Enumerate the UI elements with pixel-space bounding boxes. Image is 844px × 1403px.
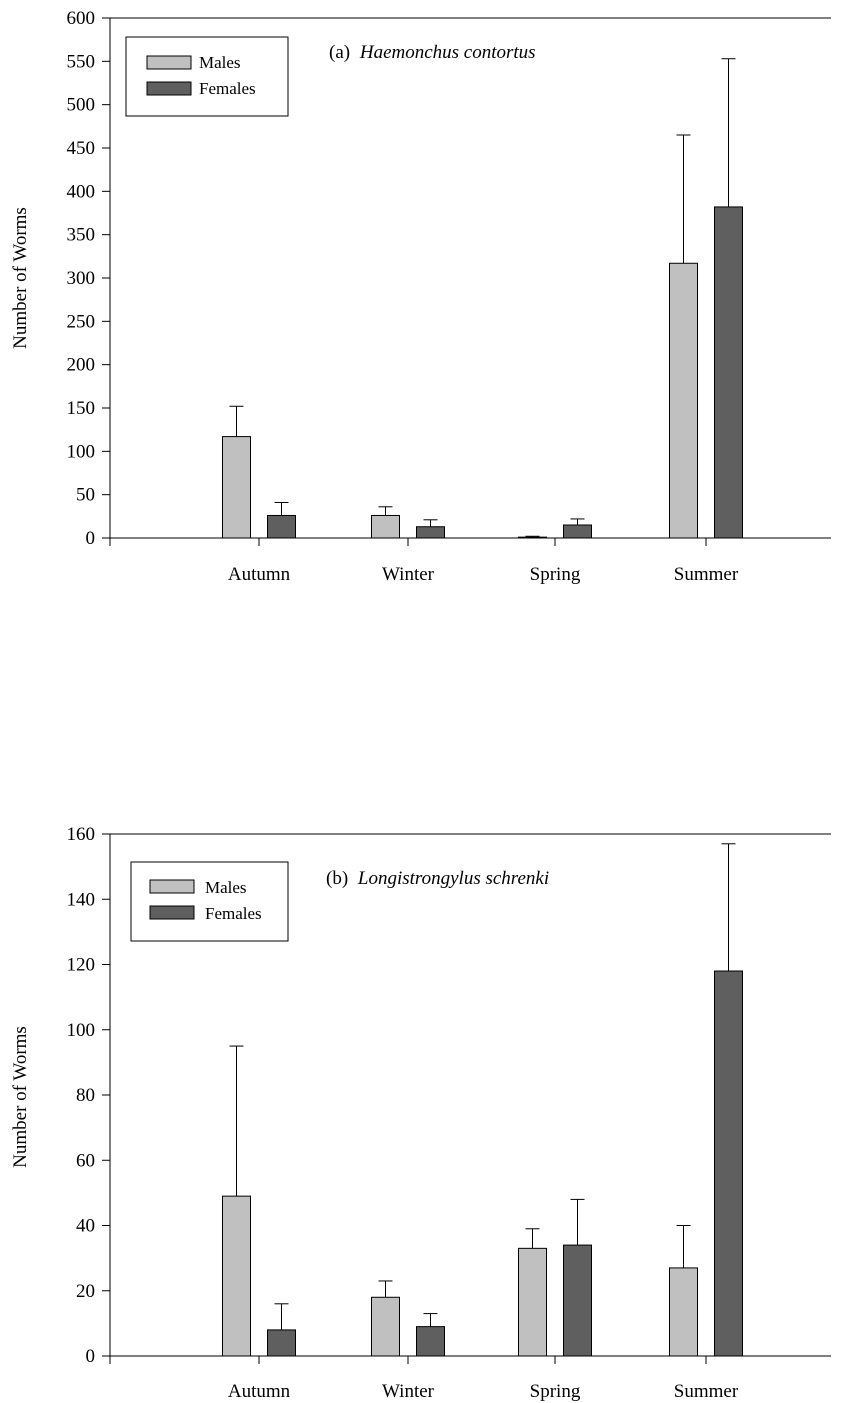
y-tick-label: 600 <box>67 8 96 29</box>
y-tick-label: 40 <box>76 1216 95 1237</box>
x-tick-label: Spring <box>530 564 581 585</box>
axes-group: Autumn Winter Spring Summer 0 20 40 60 80 100 120 1… <box>67 824 831 1402</box>
legend-label-females: Females <box>205 904 262 923</box>
bar-females-winter <box>416 1326 445 1357</box>
y-tick-label: 100 <box>67 1020 96 1041</box>
y-tick-label: 120 <box>67 955 96 976</box>
chart-title: (a) Haemonchus contortus <box>329 42 536 63</box>
x-tick-label: Winter <box>382 1381 435 1402</box>
legend-label-males: Males <box>205 878 247 897</box>
bar-males-winter <box>371 514 400 539</box>
chart-title-species: Longistrongylus schrenki <box>357 868 549 889</box>
legend-box <box>125 36 289 117</box>
y-tick-label: 20 <box>76 1281 95 1302</box>
bar-females-summer <box>714 206 743 539</box>
y-tick-label: 550 <box>67 51 96 72</box>
bar-males-winter <box>371 1296 400 1357</box>
chart-panel-a: Autumn Winter Spring Summer 0 50 100 150 200 250 3… <box>10 8 831 585</box>
y-axis-title: Number of Worms <box>10 207 31 349</box>
y-tick-label: 80 <box>76 1085 95 1106</box>
y-tick-label: 350 <box>67 225 96 246</box>
bar-males-summer <box>669 1267 698 1357</box>
y-tick-label: 400 <box>67 181 96 202</box>
x-tick-label: Autumn <box>228 564 291 585</box>
x-tick-label: Autumn <box>228 1381 291 1402</box>
x-tick-label: Summer <box>674 1381 739 1402</box>
y-tick-label: 500 <box>67 95 96 116</box>
y-tick-label: 250 <box>67 311 96 332</box>
legend-label-females: Females <box>199 79 256 98</box>
bars-group <box>222 843 743 1357</box>
bar-males-autumn <box>222 1195 251 1357</box>
x-tick-label: Summer <box>674 564 739 585</box>
legend-label-males: Males <box>199 53 241 72</box>
bar-females-summer <box>714 970 743 1357</box>
y-tick-label: 0 <box>86 528 96 549</box>
bar-females-spring <box>563 524 592 539</box>
y-axis-title: Number of Worms <box>10 1026 31 1168</box>
y-tick-label: 160 <box>67 824 96 845</box>
legend-box <box>130 861 289 942</box>
legend-swatch-males <box>146 55 192 70</box>
y-tick-label: 200 <box>67 355 96 376</box>
y-tick-label: 50 <box>76 485 95 506</box>
axes-group: Autumn Winter Spring Summer 0 50 100 150 200 250 3… <box>67 8 831 585</box>
bar-females-autumn <box>267 1329 296 1357</box>
legend: Males Females <box>130 861 289 942</box>
bar-males-autumn <box>222 436 251 539</box>
x-tick-label: Spring <box>530 1381 581 1402</box>
y-tick-label: 450 <box>67 138 96 159</box>
bars-group <box>222 58 743 539</box>
legend: Males Females <box>125 36 289 117</box>
y-tick-label: 100 <box>67 441 96 462</box>
bar-females-autumn <box>267 514 296 539</box>
y-tick-label: 150 <box>67 398 96 419</box>
legend-swatch-males <box>149 879 195 894</box>
y-tick-label: 0 <box>86 1346 96 1367</box>
bar-females-winter <box>416 526 445 539</box>
y-tick-label: 300 <box>67 268 96 289</box>
chart-title: (b) Longistrongylus schrenki <box>326 868 549 889</box>
chart-panel-b: Autumn Winter Spring Summer 0 20 40 60 80 100 120 1… <box>10 824 831 1402</box>
bar-males-spring <box>518 1247 547 1357</box>
legend-swatch-females <box>149 905 195 920</box>
y-tick-label: 140 <box>67 889 96 910</box>
chart-title-prefix: (a) <box>329 42 350 63</box>
y-tick-label: 60 <box>76 1150 95 1171</box>
bar-males-summer <box>669 262 698 539</box>
chart-title-prefix: (b) <box>326 868 348 889</box>
legend-swatch-females <box>146 81 192 96</box>
x-tick-label: Winter <box>382 564 435 585</box>
bar-females-spring <box>563 1244 592 1357</box>
chart-title-species: Haemonchus contortus <box>359 42 536 63</box>
